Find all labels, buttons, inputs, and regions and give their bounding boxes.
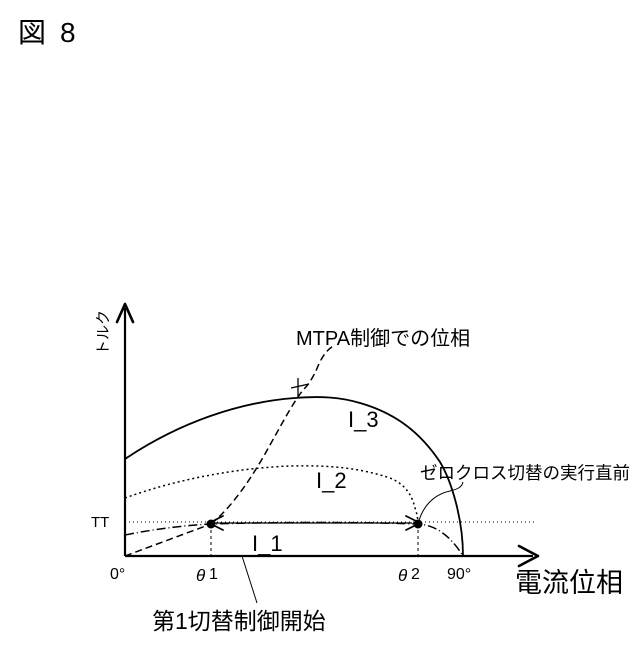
svg-text:90°: 90° [447, 566, 471, 583]
svg-text:第1切替制御開始: 第1切替制御開始 [152, 608, 326, 634]
svg-text:1: 1 [209, 566, 218, 583]
svg-text:θ: θ [398, 566, 408, 585]
svg-text:I_1: I_1 [252, 531, 283, 556]
svg-text:0°: 0° [110, 566, 125, 583]
svg-text:TT: TT [91, 514, 109, 531]
svg-text:2: 2 [411, 566, 420, 583]
svg-text:電流位相: 電流位相 [515, 568, 623, 598]
svg-text:I_3: I_3 [348, 407, 379, 432]
svg-text:I_2: I_2 [316, 468, 347, 493]
svg-text:θ: θ [196, 566, 206, 585]
svg-text:MTPA制御での位相: MTPA制御での位相 [296, 327, 470, 350]
svg-text:ゼロクロス切替の実行直前: ゼロクロス切替の実行直前 [420, 463, 630, 483]
svg-text:トルク: トルク [95, 310, 112, 355]
